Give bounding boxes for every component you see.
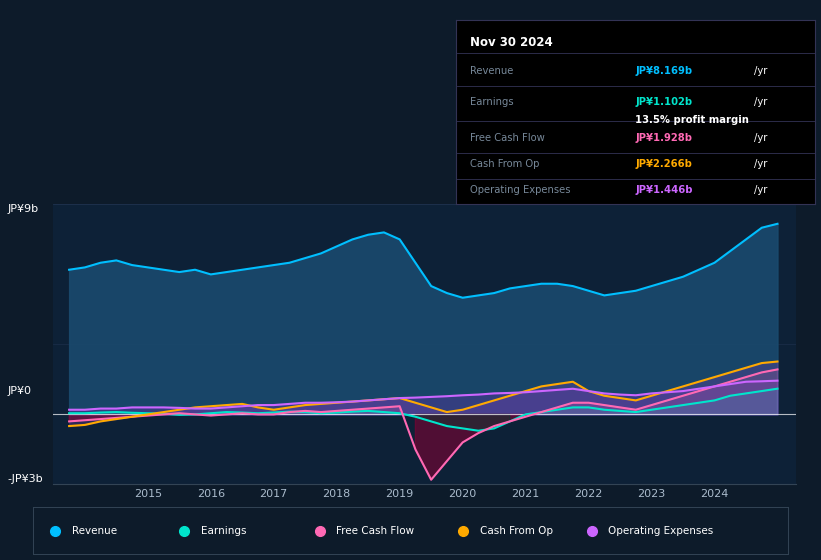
Text: Earnings: Earnings	[470, 97, 514, 107]
Text: Free Cash Flow: Free Cash Flow	[470, 133, 545, 143]
Text: Cash From Op: Cash From Op	[470, 158, 539, 169]
Text: Earnings: Earnings	[200, 526, 246, 535]
Text: /yr: /yr	[754, 66, 768, 76]
Text: Operating Expenses: Operating Expenses	[470, 185, 571, 195]
Text: JP¥1.928b: JP¥1.928b	[635, 133, 692, 143]
Text: /yr: /yr	[754, 158, 768, 169]
Text: /yr: /yr	[754, 185, 768, 195]
Text: 13.5% profit margin: 13.5% profit margin	[635, 115, 750, 125]
Text: /yr: /yr	[754, 133, 768, 143]
Text: Cash From Op: Cash From Op	[480, 526, 553, 535]
Text: /yr: /yr	[754, 97, 768, 107]
Text: JP¥9b: JP¥9b	[7, 204, 39, 214]
Text: JP¥0: JP¥0	[7, 386, 31, 396]
Text: JP¥1.446b: JP¥1.446b	[635, 185, 693, 195]
Text: Free Cash Flow: Free Cash Flow	[337, 526, 415, 535]
Text: Nov 30 2024: Nov 30 2024	[470, 36, 553, 49]
Text: -JP¥3b: -JP¥3b	[7, 474, 43, 484]
Text: JP¥2.266b: JP¥2.266b	[635, 158, 692, 169]
Text: JP¥8.169b: JP¥8.169b	[635, 66, 693, 76]
Text: Revenue: Revenue	[470, 66, 513, 76]
Text: Revenue: Revenue	[72, 526, 117, 535]
Text: JP¥1.102b: JP¥1.102b	[635, 97, 693, 107]
Text: Operating Expenses: Operating Expenses	[608, 526, 713, 535]
